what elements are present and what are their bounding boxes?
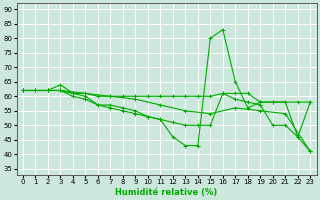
X-axis label: Humidité relative (%): Humidité relative (%) — [116, 188, 218, 197]
